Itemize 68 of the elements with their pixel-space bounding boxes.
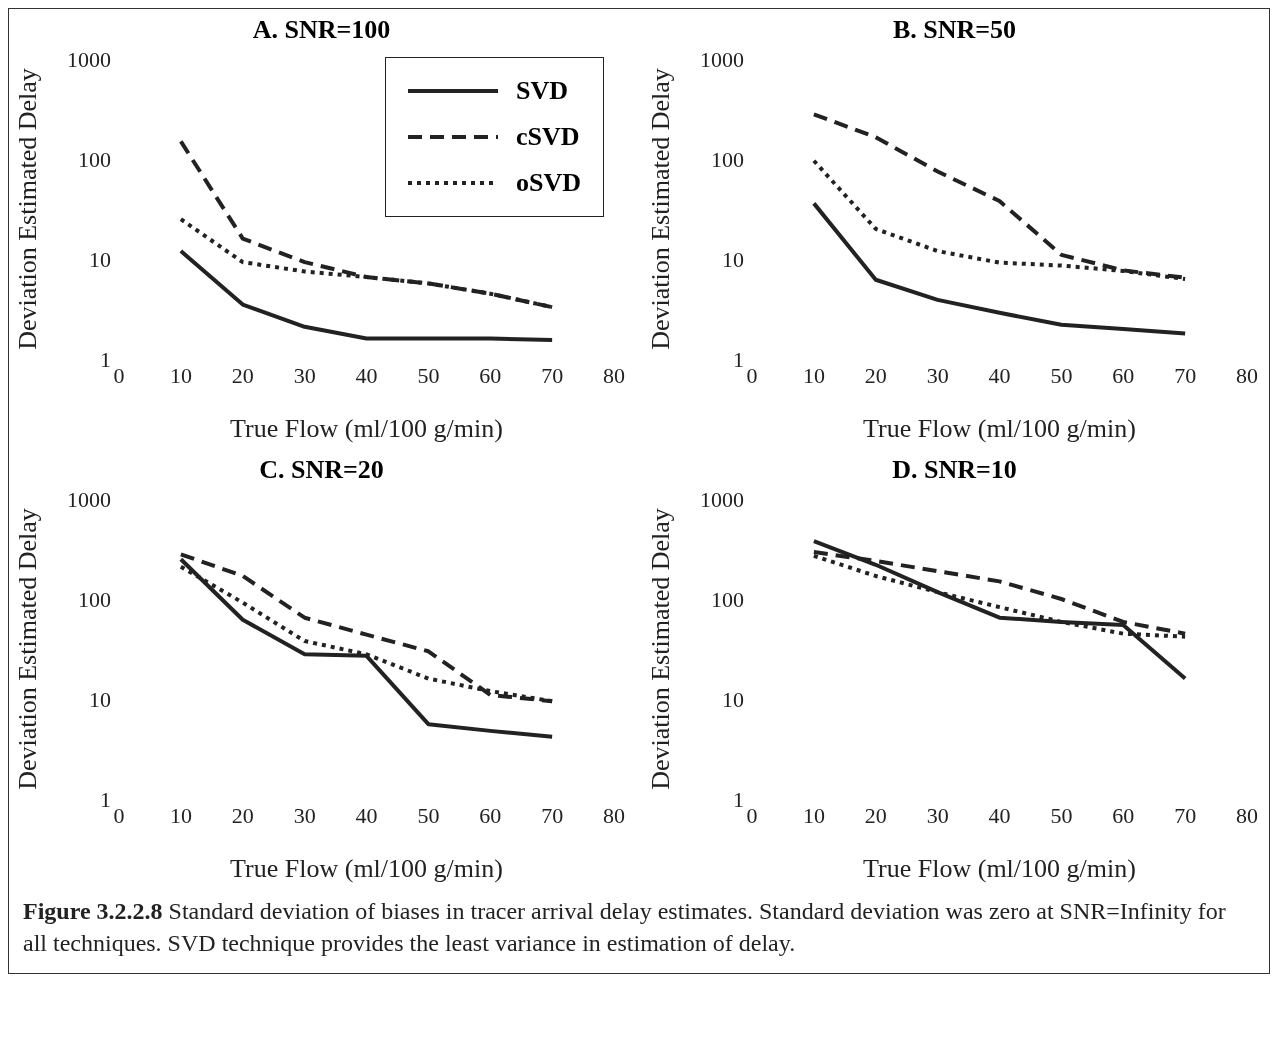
x-tick-label: 10 [169,802,192,828]
x-tick-label: 70 [1174,802,1197,828]
x-tick-label: 0 [113,802,125,828]
y-tick-label: 100 [78,586,111,612]
y-axis-title: Deviation Estimated Delay [13,508,43,790]
chart-title: B. SNR=50 [891,15,1018,45]
x-tick-label: 30 [293,362,316,388]
y-tick-label: 1000 [700,46,744,72]
x-tick-label: 50 [1050,362,1073,388]
y-tick-label: 1000 [67,46,111,72]
x-tick-label: 80 [1236,802,1258,828]
x-tick-label: 30 [926,362,949,388]
chart-title: D. SNR=10 [891,455,1018,485]
x-tick-label: 20 [231,802,254,828]
x-tick-label: 70 [541,362,564,388]
x-tick-label: 40 [355,362,378,388]
y-tick-label: 1000 [700,486,744,512]
x-tick-label: 50 [417,362,440,388]
y-axis-title: Deviation Estimated Delay [646,508,676,790]
legend-label: SVD [515,76,568,106]
x-tick-label: 30 [926,802,949,828]
y-tick-label: 10 [89,686,111,712]
y-tick-label: 1 [100,346,111,372]
x-tick-label: 40 [988,362,1011,388]
x-tick-label: 0 [746,362,758,388]
y-tick-label: 10 [722,246,744,272]
x-tick-label: 40 [355,802,378,828]
x-tick-label: 0 [113,362,125,388]
x-tick-label: 10 [802,802,825,828]
x-tick-label: 20 [231,362,254,388]
x-tick-label: 60 [1112,362,1135,388]
x-axis-title: True Flow (ml/100 g/min) [863,414,1136,443]
x-tick-label: 20 [864,802,887,828]
x-tick-label: 60 [479,802,502,828]
legend-label: oSVD [515,168,581,198]
x-tick-label: 10 [802,362,825,388]
x-tick-label: 80 [603,362,625,388]
x-axis-title: True Flow (ml/100 g/min) [230,414,503,443]
x-tick-label: 80 [603,802,625,828]
x-tick-label: 50 [417,802,440,828]
x-tick-label: 60 [479,362,502,388]
y-tick-label: 100 [711,586,744,612]
x-tick-label: 70 [541,802,564,828]
x-tick-label: 80 [1236,362,1258,388]
y-tick-label: 1 [733,346,744,372]
x-tick-label: 70 [1174,362,1197,388]
y-tick-label: 10 [722,686,744,712]
y-tick-label: 1 [100,786,111,812]
y-tick-label: 100 [78,146,111,172]
x-axis-title: True Flow (ml/100 g/min) [863,854,1136,883]
x-axis-title: True Flow (ml/100 g/min) [230,854,503,883]
x-tick-label: 30 [293,802,316,828]
x-tick-label: 60 [1112,802,1135,828]
y-tick-label: 1 [733,786,744,812]
y-tick-label: 10 [89,246,111,272]
x-tick-label: 0 [746,802,758,828]
x-tick-label: 40 [988,802,1011,828]
y-axis-title: Deviation Estimated Delay [646,68,676,350]
x-tick-label: 10 [169,362,192,388]
chart-title: C. SNR=20 [258,455,385,485]
legend-label: cSVD [515,122,580,152]
chart-title: A. SNR=100 [251,15,392,45]
x-tick-label: 20 [864,362,887,388]
y-axis-title: Deviation Estimated Delay [13,68,43,350]
y-tick-label: 1000 [67,486,111,512]
y-tick-label: 100 [711,146,744,172]
caption: Figure 3.2.2.8 Standard deviation of biases in tracer arrival delay estimates. Standard deviation was zero at SNR=Infinity for all techniques. SVD technique provides the least variance in estimation of delay. [22,897,1227,958]
x-tick-label: 50 [1050,802,1073,828]
